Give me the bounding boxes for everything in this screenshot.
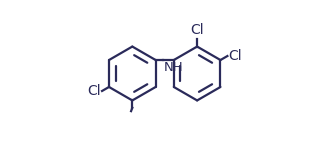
Text: NH: NH xyxy=(164,61,183,74)
Text: Cl: Cl xyxy=(228,49,242,63)
Text: Cl: Cl xyxy=(190,23,204,37)
Text: Cl: Cl xyxy=(88,84,101,98)
